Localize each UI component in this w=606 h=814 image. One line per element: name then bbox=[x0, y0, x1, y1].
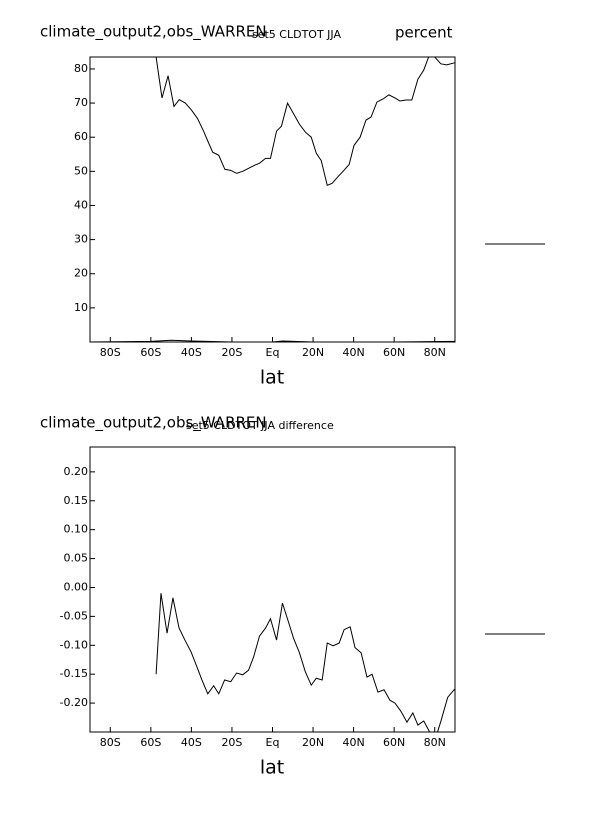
x-tick-label: 40N bbox=[342, 346, 364, 359]
x-tick-label: 60S bbox=[140, 736, 161, 749]
data-line bbox=[155, 57, 455, 187]
units-label: percent bbox=[395, 24, 453, 42]
x-tick-label: 20S bbox=[221, 736, 242, 749]
x-tick-label: 40S bbox=[181, 346, 202, 359]
y-tick-label: 0.05 bbox=[64, 552, 89, 565]
y-tick-label: -0.15 bbox=[60, 667, 88, 680]
x-tick-label: 60N bbox=[383, 736, 405, 749]
plot-frame bbox=[89, 56, 456, 343]
y-tick-label: 20 bbox=[74, 267, 88, 280]
x-tick-label: 80S bbox=[100, 346, 121, 359]
x-tick-label: 40N bbox=[342, 736, 364, 749]
y-tick-label: 0.10 bbox=[64, 523, 89, 536]
x-tick-label: 80N bbox=[424, 736, 446, 749]
y-tick-label: 30 bbox=[74, 233, 88, 246]
x-tick-label: 20N bbox=[302, 346, 324, 359]
y-tick-label: 0.15 bbox=[64, 494, 89, 507]
y-tick-label: 60 bbox=[74, 130, 88, 143]
chart-subtitle: set5 CLDTOT JJA difference bbox=[186, 419, 334, 432]
x-axis-label: lat bbox=[260, 367, 284, 389]
plot-area bbox=[155, 593, 455, 732]
x-tick-label: 80S bbox=[100, 736, 121, 749]
x-tick-label: 20S bbox=[221, 346, 242, 359]
y-tick-label: 70 bbox=[74, 96, 88, 109]
x-tick-label: 20N bbox=[302, 736, 324, 749]
x-axis-label: lat bbox=[260, 757, 284, 779]
y-tick-label: -0.10 bbox=[60, 638, 88, 651]
x-tick-label: Eq bbox=[266, 736, 280, 749]
x-tick-label: 60S bbox=[140, 346, 161, 359]
y-tick-label: 40 bbox=[74, 198, 88, 211]
x-tick-label: 40S bbox=[181, 736, 202, 749]
y-tick-label: -0.20 bbox=[60, 696, 88, 709]
plot-frame bbox=[89, 446, 456, 733]
chart-subtitle: set5 CLDTOT JJA bbox=[252, 28, 341, 41]
y-tick-label: 0.00 bbox=[64, 580, 89, 593]
y-tick-label: 50 bbox=[74, 164, 88, 177]
x-tick-label: 80N bbox=[424, 346, 446, 359]
y-tick-label: 10 bbox=[74, 301, 88, 314]
chart-title: climate_output2,obs_WARREN bbox=[40, 23, 267, 42]
plot-area bbox=[90, 57, 455, 342]
x-tick-label: 60N bbox=[383, 346, 405, 359]
y-tick-label: 0.20 bbox=[64, 465, 89, 478]
data-line bbox=[90, 339, 455, 342]
y-tick-label: 80 bbox=[74, 62, 88, 75]
y-tick-label: -0.05 bbox=[60, 609, 88, 622]
chart-title: climate_output2,obs_WARREN bbox=[40, 414, 267, 433]
x-tick-label: Eq bbox=[266, 346, 280, 359]
data-line bbox=[155, 593, 455, 732]
